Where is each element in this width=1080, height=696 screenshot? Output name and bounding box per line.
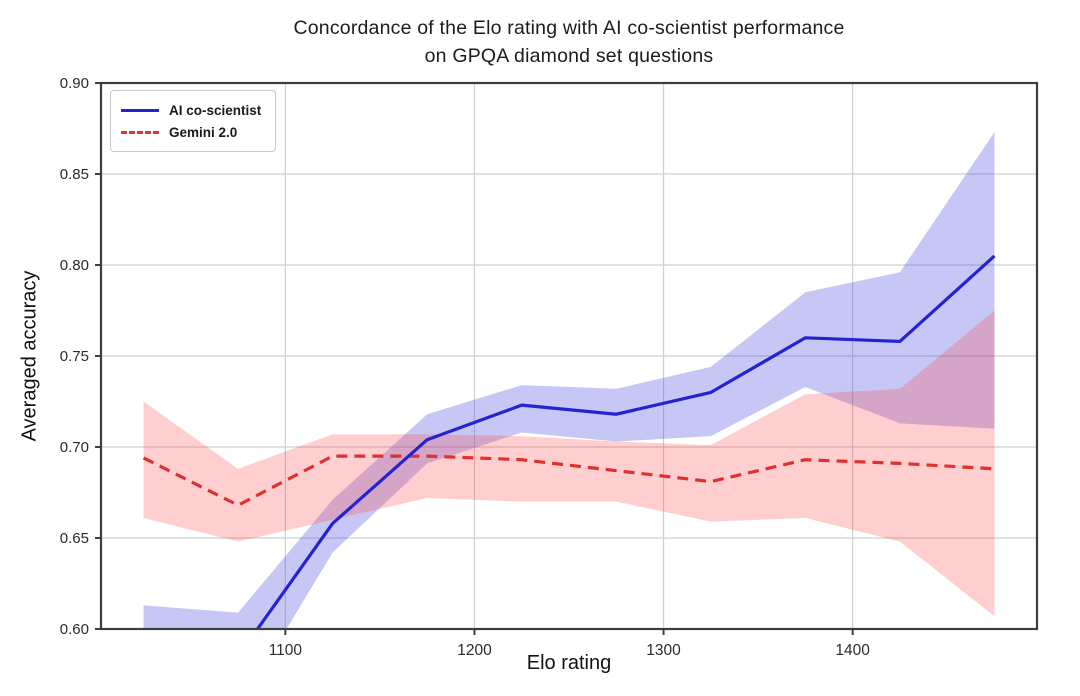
- y-axis-label: Averaged accuracy: [18, 270, 41, 442]
- series-line-ai-co-scientist: [255, 254, 996, 629]
- y-tick-label: 0.65: [60, 530, 89, 547]
- confidence-band-gemini: [143, 310, 995, 617]
- chart-title-line2: on GPQA diamond set questions: [424, 45, 714, 67]
- y-tick-label: 0.70: [60, 439, 89, 456]
- plot-frame: [99, 81, 1039, 631]
- chart-title-line1: Concordance of the Elo rating with AI co…: [293, 17, 845, 39]
- legend: AI co-scientist Gemini 2.0: [110, 90, 277, 152]
- x-tick-label: 1400: [835, 642, 870, 659]
- y-tick-label: 0.80: [60, 257, 89, 274]
- y-tick-label: 0.75: [60, 348, 89, 365]
- x-tick-label: 1200: [457, 642, 492, 659]
- chart-title: Concordance of the Elo rating with AI co…: [101, 14, 1037, 70]
- tick-labels: 1100 1200 1300 1400 0.60 0.65 0.70 0.75 0.80 0.85…: [60, 75, 870, 659]
- confidence-band-ai-co-scientist: [143, 132, 995, 629]
- legend-item-ai-co-scientist: AI co-scientist: [121, 99, 261, 121]
- legend-label: AI co-scientist: [169, 102, 262, 118]
- legend-line-sample-solid: [121, 108, 159, 112]
- x-tick-label: 1300: [646, 642, 681, 659]
- legend-line-sample-dashed: [121, 130, 159, 134]
- legend-label: Gemini 2.0: [169, 124, 238, 140]
- x-axis-label: Elo rating: [526, 652, 612, 674]
- y-tick-label: 0.90: [60, 75, 89, 92]
- y-tick-label: 0.60: [60, 621, 89, 638]
- y-tick-label: 0.85: [60, 166, 89, 183]
- x-tick-label: 1100: [269, 642, 303, 659]
- legend-item-gemini: Gemini 2.0: [121, 121, 261, 143]
